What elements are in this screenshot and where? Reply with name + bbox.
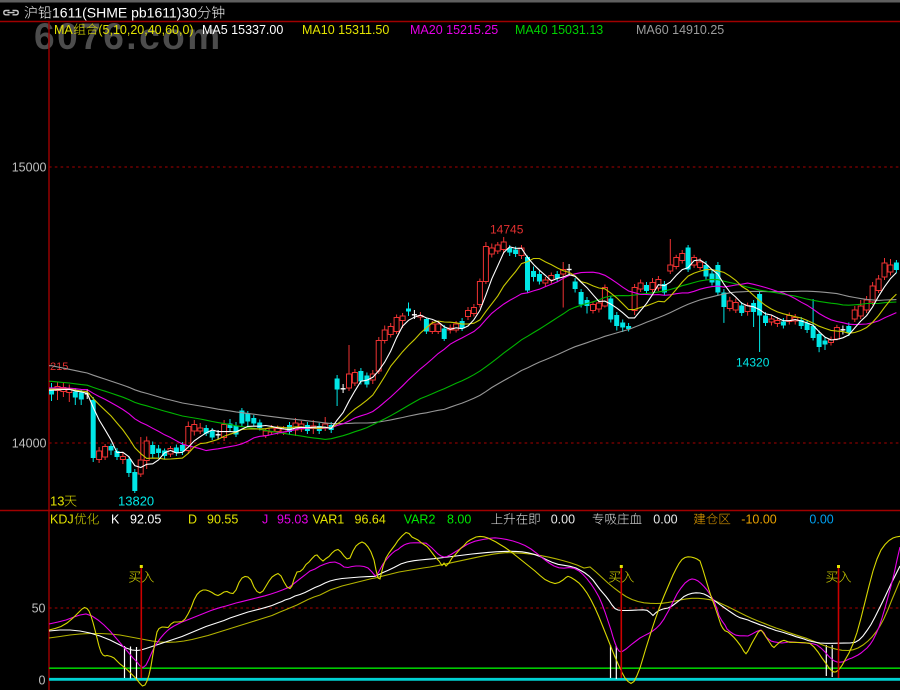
svg-text:14000: 14000 bbox=[12, 437, 47, 451]
svg-text:VAR1: VAR1 bbox=[313, 513, 345, 527]
svg-text:MA: MA bbox=[54, 23, 73, 37]
svg-text:15000: 15000 bbox=[12, 161, 47, 175]
svg-text:8.00: 8.00 bbox=[447, 513, 471, 527]
svg-text:96.64: 96.64 bbox=[355, 513, 386, 527]
svg-text:0: 0 bbox=[39, 674, 46, 688]
svg-text:VAR2: VAR2 bbox=[404, 513, 436, 527]
svg-text:J: J bbox=[262, 513, 268, 527]
svg-text:0.00: 0.00 bbox=[551, 513, 575, 527]
svg-text:6076.com: 6076.com bbox=[34, 16, 223, 57]
svg-text:92.05: 92.05 bbox=[130, 513, 161, 527]
svg-text:14320: 14320 bbox=[736, 356, 770, 370]
svg-text:(5,10,20,40,60,0): (5,10,20,40,60,0) bbox=[98, 23, 193, 37]
svg-text:MA5 15337.00: MA5 15337.00 bbox=[202, 23, 283, 37]
svg-text:K: K bbox=[111, 513, 120, 527]
svg-text:0.00: 0.00 bbox=[653, 513, 677, 527]
svg-text:90.55: 90.55 bbox=[207, 513, 238, 527]
svg-text:KDJ: KDJ bbox=[50, 513, 74, 527]
svg-text:MA60 14910.25: MA60 14910.25 bbox=[636, 23, 724, 37]
svg-text:MA10 15311.50: MA10 15311.50 bbox=[302, 23, 389, 37]
svg-text:14745: 14745 bbox=[490, 223, 524, 237]
svg-text:13820: 13820 bbox=[118, 494, 154, 509]
svg-text:MA40 15031.13: MA40 15031.13 bbox=[515, 23, 603, 37]
svg-text:-10.00: -10.00 bbox=[741, 513, 776, 527]
svg-text:1611(SHME pb1611)30: 1611(SHME pb1611)30 bbox=[52, 5, 197, 21]
svg-text:95.03: 95.03 bbox=[277, 513, 308, 527]
svg-text:13: 13 bbox=[50, 494, 64, 509]
svg-text:50: 50 bbox=[32, 602, 46, 616]
svg-text:0.00: 0.00 bbox=[809, 513, 833, 527]
svg-text:MA20 15215.25: MA20 15215.25 bbox=[410, 23, 498, 37]
svg-text:D: D bbox=[188, 513, 197, 527]
